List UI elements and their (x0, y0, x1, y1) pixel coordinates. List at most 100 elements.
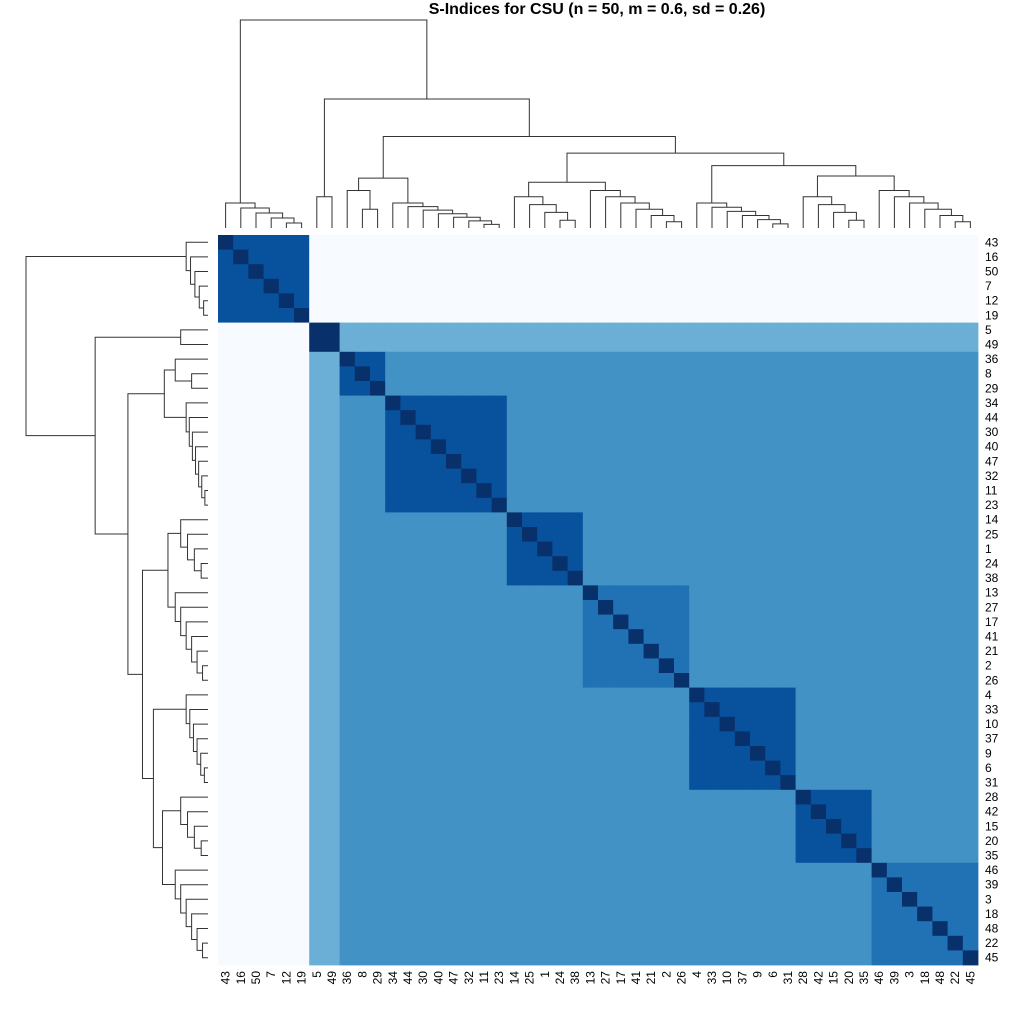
heatmap-cell (552, 731, 568, 747)
heatmap-cell (476, 468, 492, 484)
heatmap-cell (886, 556, 903, 572)
heatmap-cell (461, 731, 477, 747)
heatmap-cell (278, 702, 295, 718)
heatmap-cell (400, 892, 416, 907)
heatmap-cell (278, 278, 295, 294)
heatmap-cell (537, 935, 553, 951)
heatmap-cell (506, 906, 523, 922)
heatmap-cell (218, 410, 234, 426)
column-tick-label: 41 (629, 971, 643, 985)
heatmap-cell (415, 351, 432, 367)
heatmap-cell (400, 673, 416, 688)
heatmap-cell (552, 366, 568, 382)
heatmap-cell (461, 512, 477, 528)
heatmap-cell (947, 731, 964, 747)
heatmap-cell (886, 293, 903, 309)
heatmap-cell (704, 950, 720, 966)
heatmap-cell (704, 921, 720, 937)
heatmap-cell (658, 629, 675, 645)
column-tick-label: 7 (264, 971, 278, 978)
column-tick-label: 37 (735, 971, 749, 985)
heatmap-cell (476, 410, 492, 426)
heatmap-cell (506, 293, 523, 309)
heatmap-cell (871, 687, 888, 703)
heatmap-cell (932, 877, 948, 893)
heatmap-cell (552, 395, 568, 411)
heatmap-cell (552, 950, 568, 966)
heatmap-cell (765, 600, 781, 615)
heatmap-cell (734, 833, 751, 849)
heatmap-cell (476, 935, 492, 951)
heatmap-cell (567, 454, 584, 469)
heatmap-cell (354, 366, 371, 382)
heatmap-cell (674, 687, 690, 703)
heatmap-cell (902, 541, 918, 557)
heatmap-cell (506, 848, 523, 864)
heatmap-cell (415, 424, 432, 440)
heatmap-cell (233, 308, 249, 323)
heatmap-cell (810, 249, 827, 265)
heatmap-cell (689, 395, 705, 411)
heatmap-cell (598, 833, 614, 849)
heatmap-cell (841, 629, 857, 645)
heatmap-cell (750, 410, 766, 426)
heatmap-cell (795, 833, 812, 849)
heatmap-cell (704, 293, 720, 309)
heatmap-cell (385, 570, 401, 586)
heatmap-cell (446, 293, 462, 309)
heatmap-cell (765, 351, 781, 367)
heatmap-cell (400, 381, 416, 396)
heatmap-cell (278, 614, 295, 630)
heatmap-cell (734, 702, 751, 718)
heatmap-cell (233, 716, 249, 732)
heatmap-cell (886, 512, 903, 528)
heatmap-cell (248, 570, 264, 586)
heatmap-cell (491, 629, 508, 645)
row-tick-label: 48 (985, 922, 999, 936)
heatmap-cell (750, 585, 766, 601)
heatmap-cell (582, 381, 599, 396)
dendrogram-link (453, 216, 481, 228)
heatmap-cell (385, 337, 401, 353)
heatmap-cell (947, 760, 964, 776)
heatmap-cell (902, 439, 918, 455)
heatmap-cell (324, 483, 340, 499)
heatmap-cell (932, 600, 948, 615)
heatmap-cell (947, 381, 964, 396)
heatmap-cell (719, 906, 736, 922)
heatmap-cell (248, 614, 264, 630)
heatmap-cell (674, 935, 690, 951)
heatmap-cell (263, 833, 280, 849)
heatmap-cell (309, 308, 325, 323)
heatmap-cell (400, 614, 416, 630)
heatmap-cell (962, 235, 979, 250)
heatmap-cell (476, 643, 492, 659)
heatmap-cell (795, 877, 812, 893)
heatmap-cell (354, 658, 371, 674)
heatmap-cell (598, 439, 614, 455)
heatmap-cell (750, 556, 766, 572)
heatmap-cell (415, 731, 432, 747)
heatmap-cell (430, 322, 447, 338)
row-tick-label: 11 (985, 484, 998, 498)
heatmap-cell (248, 862, 264, 878)
dendrogram-link (954, 221, 971, 228)
heatmap-cell (719, 556, 736, 572)
heatmap-cell (567, 629, 584, 645)
heatmap-cell (932, 658, 948, 674)
heatmap-cell (658, 906, 675, 922)
heatmap-cell (278, 235, 295, 250)
heatmap-cell (719, 935, 736, 951)
heatmap-cell (233, 819, 249, 834)
heatmap-cell (385, 512, 401, 528)
heatmap-cell (430, 512, 447, 528)
heatmap-cell (643, 833, 660, 849)
heatmap-cell (598, 541, 614, 557)
heatmap-cell (324, 716, 340, 732)
heatmap-cell (294, 570, 310, 586)
heatmap-cell (476, 308, 492, 323)
heatmap-cell (278, 410, 295, 426)
row-tick-label: 23 (985, 498, 999, 512)
heatmap-cell (278, 687, 295, 703)
heatmap-cell (385, 395, 401, 411)
